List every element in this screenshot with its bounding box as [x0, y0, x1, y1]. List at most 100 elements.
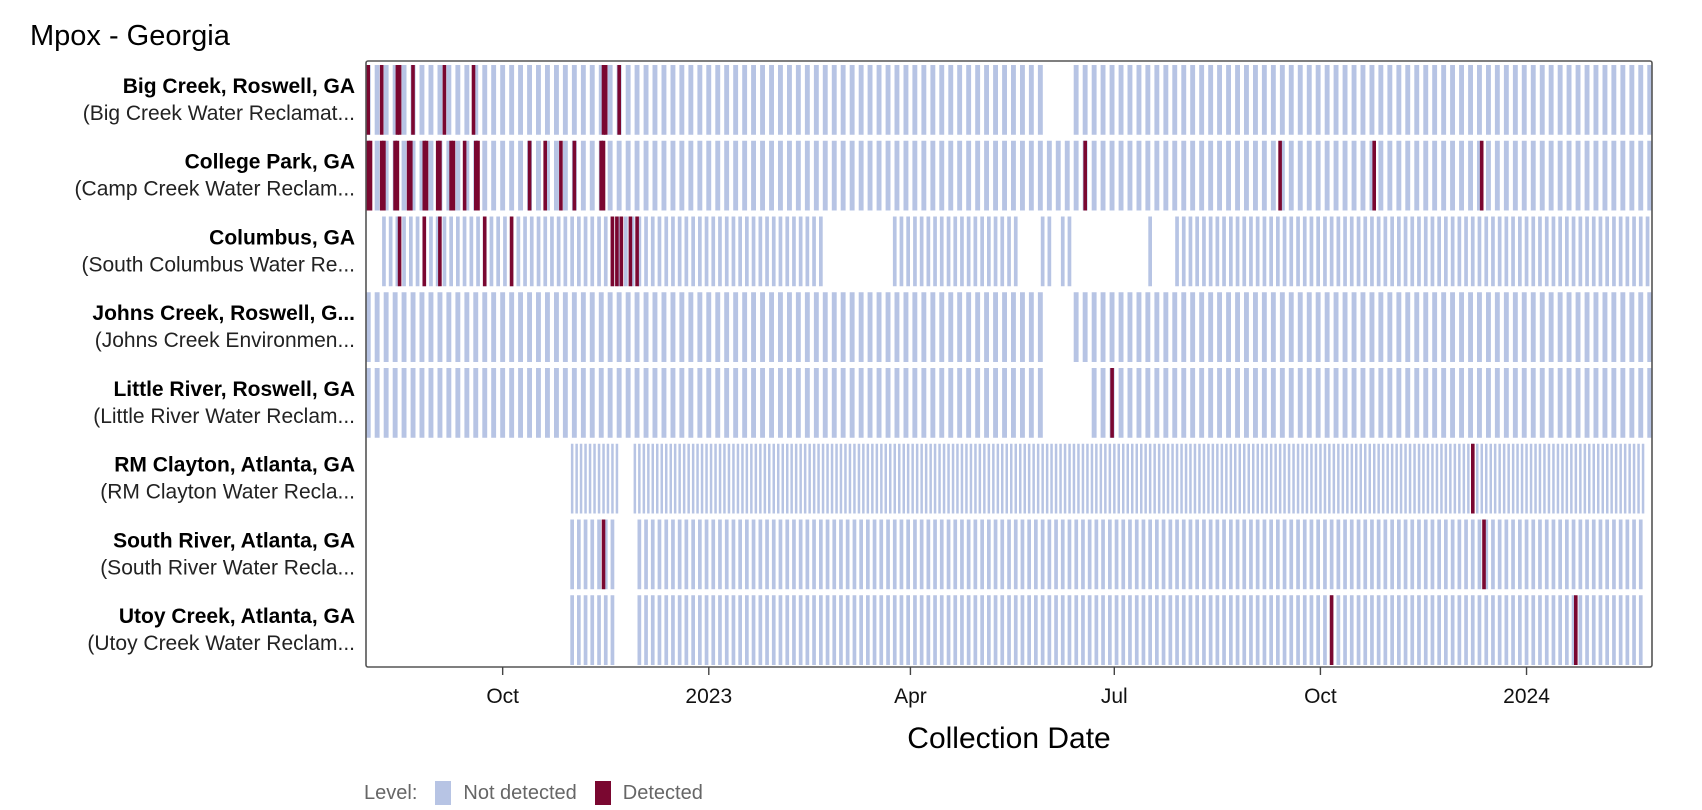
tile-not-detected — [1524, 595, 1529, 665]
tile-not-detected — [482, 368, 488, 438]
tile-not-detected — [682, 443, 686, 514]
tile-not-detected — [455, 292, 461, 362]
tile-not-detected — [980, 595, 984, 665]
tile-not-detected — [948, 65, 954, 135]
tile-not-detected — [691, 595, 695, 665]
tile-not-detected — [1091, 292, 1097, 362]
tile-not-detected — [930, 368, 936, 438]
tile-not-detected — [1625, 595, 1630, 665]
tile-not-detected — [1638, 519, 1643, 590]
tile-not-detected — [1163, 292, 1169, 362]
tile-not-detected — [1548, 140, 1554, 211]
tile-detected — [379, 140, 384, 211]
tile-not-detected — [657, 216, 662, 287]
site-plant-label: (South Columbus Water Re... — [82, 253, 356, 276]
tile-not-detected — [1558, 595, 1562, 665]
tile-not-detected — [1620, 140, 1626, 211]
tile-not-detected — [1538, 519, 1542, 590]
tile-not-detected — [975, 368, 981, 438]
site-plant-label: (Little River Water Reclam... — [93, 405, 355, 428]
tile-not-detected — [1255, 519, 1260, 590]
tile-not-detected — [516, 216, 521, 287]
tile-not-detected — [673, 443, 677, 514]
tile-not-detected — [1199, 292, 1205, 362]
tile-not-detected — [1023, 443, 1026, 514]
tile-not-detected — [790, 443, 793, 514]
tile-not-detected — [1531, 595, 1536, 665]
tile-not-detected — [742, 65, 748, 135]
tile-not-detected — [529, 216, 534, 287]
tile-not-detected — [798, 216, 803, 287]
tile-not-detected — [1153, 443, 1156, 514]
tile-not-detected — [1610, 443, 1613, 514]
tile-not-detected — [428, 292, 434, 362]
tile-not-detected — [760, 368, 765, 438]
tile-not-detected — [1410, 519, 1415, 590]
tile-not-detected — [1458, 443, 1461, 514]
tile-not-detected — [1477, 368, 1482, 438]
tile-not-detected — [419, 292, 425, 362]
tile-not-detected — [792, 519, 796, 590]
tile-not-detected — [1202, 595, 1206, 665]
tile-not-detected — [858, 140, 864, 211]
tile-not-detected — [1060, 519, 1065, 590]
tile-not-detected — [1154, 65, 1160, 135]
tile-not-detected — [760, 292, 765, 362]
tile-not-detected — [1578, 519, 1583, 590]
tile-not-detected — [1556, 443, 1560, 514]
tile-not-detected — [1530, 292, 1536, 362]
tile-not-detected — [1561, 443, 1564, 514]
tile-not-detected — [751, 595, 756, 665]
tile-not-detected — [1208, 595, 1213, 665]
tile-not-detected — [1612, 595, 1616, 665]
tile-not-detected — [1238, 443, 1241, 514]
tile-not-detected — [1337, 443, 1340, 514]
tile-not-detected — [1302, 216, 1307, 287]
tile-not-detected — [1574, 443, 1578, 514]
tile-not-detected — [1148, 216, 1152, 287]
tile-not-detected — [1270, 65, 1276, 135]
tile-not-detected — [894, 65, 900, 135]
tile-not-detected — [1181, 140, 1187, 211]
tile-not-detected — [1235, 216, 1240, 287]
tile-not-detected — [1390, 519, 1394, 590]
tile-not-detected — [1369, 368, 1375, 438]
tile-not-detected — [1571, 216, 1576, 287]
tile-not-detected — [1235, 292, 1240, 362]
tile-not-detected — [491, 292, 497, 362]
tile-not-detected — [687, 443, 690, 514]
tile-not-detected — [926, 519, 931, 590]
tile-not-detected — [798, 519, 803, 590]
tile-not-detected — [1172, 140, 1178, 211]
tile-not-detected — [1253, 65, 1258, 135]
chart-title: Mpox - Georgia — [30, 20, 230, 52]
tile-not-detected — [1349, 216, 1354, 287]
tile-not-detected — [588, 443, 592, 514]
tile-not-detected — [1397, 595, 1401, 665]
tile-not-detected — [696, 443, 699, 514]
tile-not-detected — [876, 140, 882, 211]
tile-not-detected — [926, 216, 931, 287]
tile-not-detected — [983, 443, 986, 514]
tile-not-detected — [625, 368, 631, 438]
tile-not-detected — [733, 292, 739, 362]
tile-not-detected — [1614, 443, 1618, 514]
tile-not-detected — [1054, 443, 1058, 514]
tile-not-detected — [570, 216, 574, 287]
tile-not-detected — [1349, 595, 1354, 665]
tile-not-detected — [1104, 443, 1107, 514]
tile-not-detected — [1360, 292, 1366, 362]
tile-detected — [366, 65, 370, 135]
tile-not-detected — [1323, 519, 1327, 590]
tile-not-detected — [953, 216, 958, 287]
tile-not-detected — [1571, 519, 1576, 590]
tile-not-detected — [1618, 519, 1623, 590]
tile-detected — [449, 140, 453, 211]
tile-not-detected — [1351, 292, 1357, 362]
tile-not-detected — [556, 216, 561, 287]
tile-not-detected — [1324, 65, 1330, 135]
tile-not-detected — [1001, 443, 1004, 514]
tile-not-detected — [892, 216, 897, 287]
legend-label-detected: Detected — [622, 781, 703, 804]
tile-not-detected — [984, 292, 989, 362]
